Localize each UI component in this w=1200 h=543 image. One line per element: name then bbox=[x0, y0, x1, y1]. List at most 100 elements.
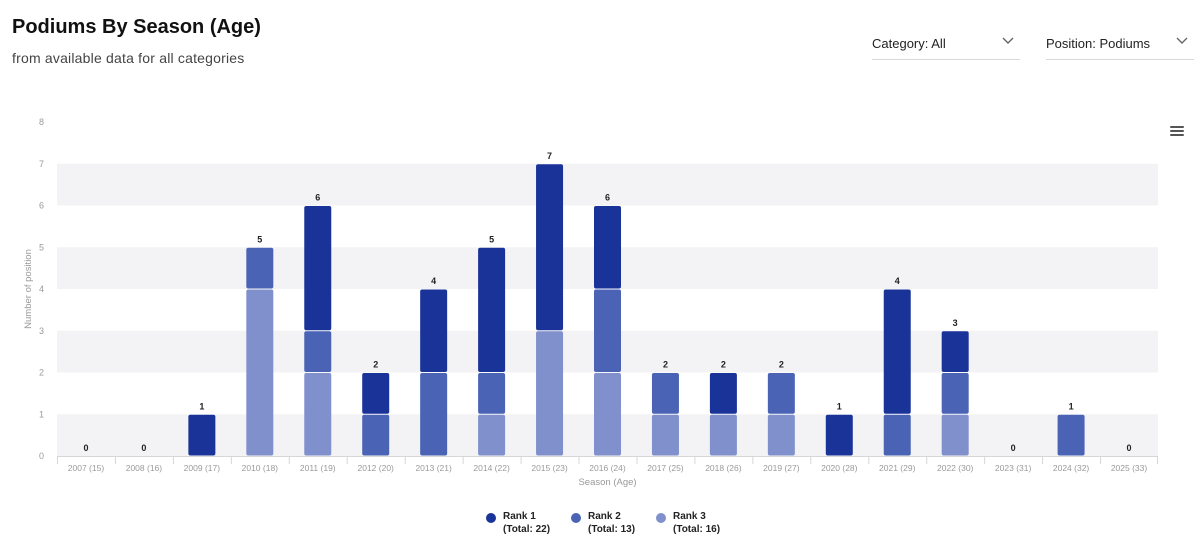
x-tick-label: 2021 (29) bbox=[879, 463, 916, 473]
y-tick-label: 6 bbox=[39, 201, 44, 211]
bar-rank-2[interactable] bbox=[420, 373, 448, 456]
bar-rank-2[interactable] bbox=[478, 373, 506, 414]
chart-legend: Rank 1 (Total: 22) Rank 2 (Total: 13) Rank… bbox=[0, 510, 1200, 540]
bar-rank-2[interactable] bbox=[941, 373, 969, 414]
x-tick-label: 2015 (23) bbox=[531, 463, 568, 473]
bar-rank-3[interactable] bbox=[536, 331, 564, 456]
chevron-down-icon bbox=[1176, 37, 1188, 44]
x-tick-label: 2019 (27) bbox=[763, 463, 800, 473]
bar-total-label: 0 bbox=[141, 443, 146, 453]
bar-rank-2[interactable] bbox=[767, 373, 795, 414]
legend-total-rank-2: (Total: 13) bbox=[588, 524, 636, 535]
bar-total-label: 6 bbox=[605, 193, 610, 203]
x-tick-label: 2007 (15) bbox=[68, 463, 105, 473]
x-tick-label: 2024 (32) bbox=[1053, 463, 1090, 473]
bar-rank-1[interactable] bbox=[304, 206, 332, 331]
bar-rank-3[interactable] bbox=[594, 373, 621, 456]
bar-total-label: 0 bbox=[1127, 443, 1132, 453]
chart-title: Podiums By Season (Age) bbox=[12, 16, 261, 38]
bar-rank-1[interactable] bbox=[478, 247, 506, 372]
bar-rank-1[interactable] bbox=[188, 414, 216, 456]
bar-rank-3[interactable] bbox=[478, 414, 506, 456]
y-tick-label: 4 bbox=[39, 284, 44, 294]
x-tick-label: 2011 (19) bbox=[300, 463, 336, 473]
x-tick-label: 2016 (24) bbox=[589, 463, 626, 473]
bar-total-label: 2 bbox=[779, 360, 784, 370]
bar-rank-1[interactable] bbox=[941, 331, 969, 372]
bar-rank-3[interactable] bbox=[651, 414, 679, 456]
legend-label-rank-2: Rank 2 bbox=[588, 511, 621, 522]
legend-dot-rank-2 bbox=[571, 513, 581, 523]
bar-rank-2[interactable] bbox=[1057, 414, 1085, 456]
hamburger-menu-icon[interactable] bbox=[1170, 124, 1186, 138]
bar-rank-1[interactable] bbox=[536, 164, 564, 331]
bar-rank-3[interactable] bbox=[767, 414, 795, 456]
bar-total-label: 5 bbox=[257, 234, 262, 244]
x-tick-label: 2018 (26) bbox=[705, 463, 742, 473]
bar-rank-1[interactable] bbox=[709, 373, 737, 414]
x-tick-label: 2022 (30) bbox=[937, 463, 974, 473]
category-filter-select[interactable]: Category: All bbox=[872, 28, 1020, 60]
legend-total-rank-3: (Total: 16) bbox=[673, 524, 721, 535]
bar-rank-1[interactable] bbox=[883, 289, 911, 414]
bar-total-label: 6 bbox=[315, 193, 320, 203]
bar-rank-2[interactable] bbox=[246, 247, 274, 289]
y-tick-label: 2 bbox=[39, 368, 44, 378]
grid-band bbox=[57, 163, 1158, 206]
legend-label-rank-3: Rank 3 bbox=[673, 511, 706, 522]
x-tick-label: 2009 (17) bbox=[184, 463, 221, 473]
bar-series bbox=[188, 164, 1085, 456]
bar-rank-2[interactable] bbox=[594, 289, 621, 373]
bar-rank-3[interactable] bbox=[304, 373, 332, 456]
bar-total-label: 2 bbox=[721, 360, 726, 370]
bar-rank-1[interactable] bbox=[825, 414, 853, 456]
bar-total-label: 5 bbox=[489, 234, 494, 244]
y-tick-label: 7 bbox=[39, 159, 44, 169]
bar-rank-1[interactable] bbox=[594, 206, 621, 289]
x-axis-title: Season (Age) bbox=[578, 477, 636, 488]
category-filter-value: Category: All bbox=[872, 36, 946, 51]
y-tick-label: 5 bbox=[39, 242, 44, 252]
x-tick-label: 2012 (20) bbox=[358, 463, 395, 473]
x-tick-label: 2020 (28) bbox=[821, 463, 858, 473]
y-tick-label: 3 bbox=[39, 326, 44, 336]
bar-total-label: 2 bbox=[663, 360, 668, 370]
legend-total-rank-1: (Total: 22) bbox=[503, 524, 551, 535]
bar-total-label: 3 bbox=[953, 318, 958, 328]
bar-rank-1[interactable] bbox=[362, 373, 390, 414]
y-tick-label: 8 bbox=[39, 117, 44, 127]
chevron-down-icon bbox=[1002, 37, 1014, 44]
legend-dot-rank-3 bbox=[656, 513, 666, 523]
y-axis-title: Number of position bbox=[23, 249, 34, 329]
bar-total-label: 2 bbox=[373, 360, 378, 370]
bar-rank-3[interactable] bbox=[709, 414, 737, 456]
x-tick-label: 2025 (33) bbox=[1111, 463, 1148, 473]
x-tick-label: 2010 (18) bbox=[242, 463, 279, 473]
bar-total-label: 1 bbox=[199, 401, 204, 411]
x-tick-label: 2014 (22) bbox=[473, 463, 510, 473]
y-axis-ticks: 0 1 2 3 4 5 6 7 8 bbox=[39, 117, 44, 461]
position-filter-value: Position: Podiums bbox=[1046, 36, 1151, 51]
bar-rank-1[interactable] bbox=[420, 289, 448, 373]
x-tick-label: 2008 (16) bbox=[126, 463, 163, 473]
y-tick-label: 0 bbox=[39, 451, 44, 461]
chart-subtitle: from available data for all categories bbox=[12, 50, 245, 66]
bar-total-label: 0 bbox=[1011, 443, 1016, 453]
bar-rank-3[interactable] bbox=[246, 289, 274, 456]
bar-rank-3[interactable] bbox=[941, 414, 969, 456]
bar-rank-2[interactable] bbox=[883, 414, 911, 456]
bar-total-label: 0 bbox=[83, 443, 88, 453]
position-filter-select[interactable]: Position: Podiums bbox=[1046, 28, 1194, 60]
bar-rank-2[interactable] bbox=[304, 331, 332, 372]
x-axis-ticks: 2007 (15) 2008 (16) 2009 (17) 2010 (18) 2011… bbox=[57, 456, 1158, 473]
bar-rank-2[interactable] bbox=[362, 414, 390, 456]
legend-dot-rank-1 bbox=[486, 513, 496, 523]
y-tick-label: 1 bbox=[39, 409, 44, 419]
bar-total-label: 1 bbox=[837, 401, 842, 411]
bar-total-label: 4 bbox=[431, 276, 436, 286]
x-tick-label: 2017 (25) bbox=[647, 463, 684, 473]
bar-rank-2[interactable] bbox=[651, 373, 679, 414]
bar-total-label: 4 bbox=[895, 276, 900, 286]
x-tick-label: 2013 (21) bbox=[415, 463, 452, 473]
